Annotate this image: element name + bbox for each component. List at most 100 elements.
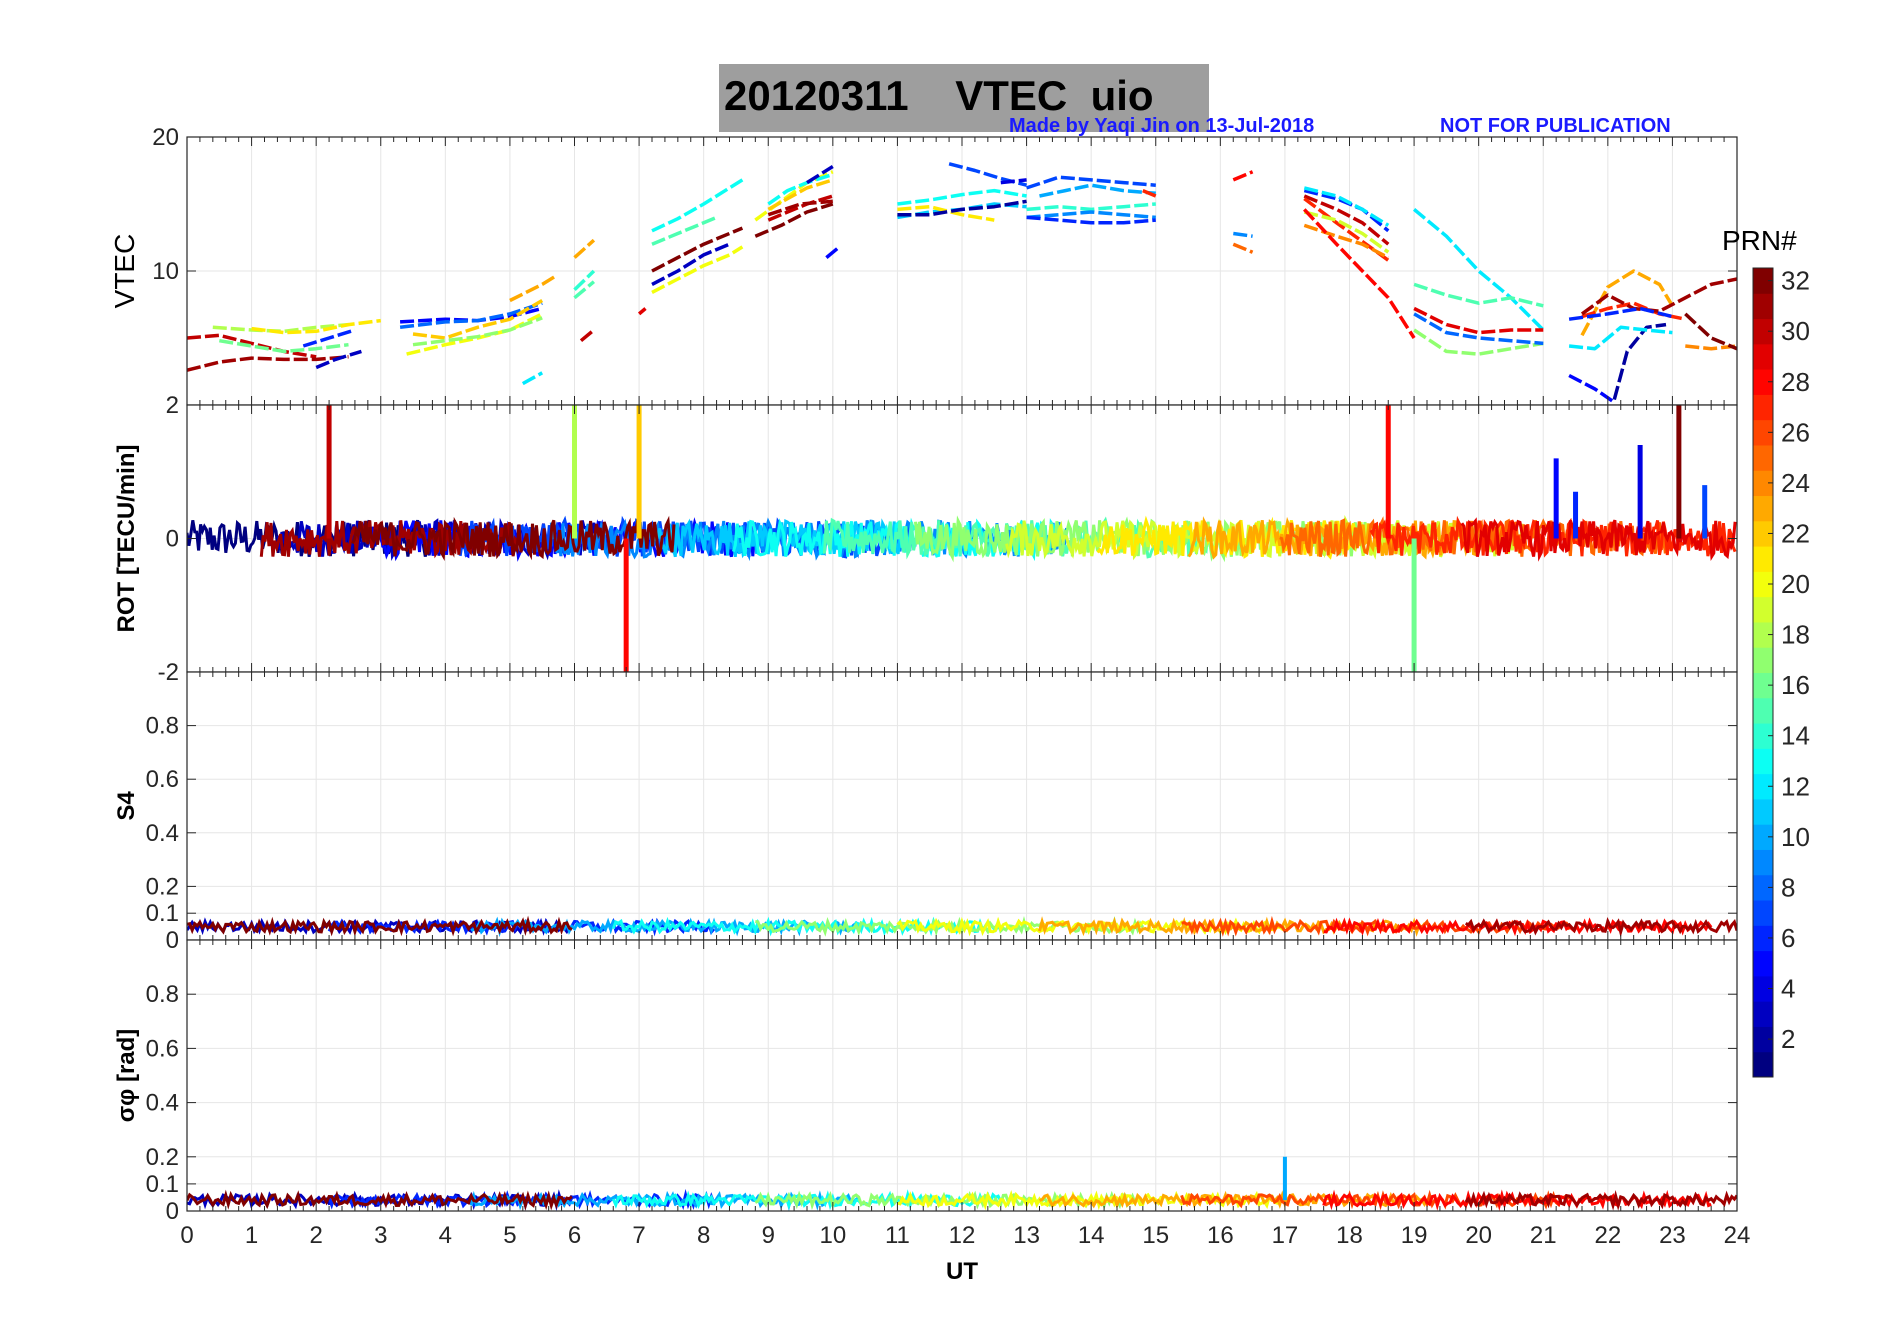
x-tick-label: 19 <box>1401 1222 1428 1249</box>
vtec-series-prn-8 <box>399 301 543 330</box>
vtec-series-prn-27 <box>1142 188 1157 198</box>
x-tick-label: 18 <box>1336 1222 1363 1249</box>
vtec-series-prn-10 <box>1039 183 1156 198</box>
colorbar-swatch-prn-24 <box>1753 470 1773 497</box>
colorbar-tick-label: 30 <box>1781 316 1810 346</box>
colorbar-tick-label: 4 <box>1781 974 1795 1004</box>
y-tick-label: 0.6 <box>146 1035 179 1062</box>
vtec-series-prn-12 <box>1412 208 1545 332</box>
vtec-series-prn-24 <box>1303 223 1390 260</box>
colorbar-tick-label: 2 <box>1781 1024 1795 1054</box>
colorbar-label: PRN# <box>1722 225 1797 256</box>
vtec-series-prn-12 <box>1568 325 1673 351</box>
y-tick-label: 0.2 <box>146 1144 179 1171</box>
vtec-series-prn-25 <box>1232 242 1254 254</box>
colorbar-tick-label: 18 <box>1781 620 1810 650</box>
colorbar-border <box>1752 267 1774 1078</box>
x-tick-label: 22 <box>1594 1222 1621 1249</box>
vtec-series-prn-9 <box>1233 231 1253 238</box>
y-tick-label: 0 <box>166 927 179 954</box>
x-tick-label: 9 <box>762 1222 775 1249</box>
vtec-series-prn-8 <box>1413 312 1544 346</box>
y-axis-label-s4: S4 <box>113 791 140 821</box>
colorbar-swatch-prn-7 <box>1753 900 1773 926</box>
colorbar-tick-label: 20 <box>1781 569 1810 599</box>
colorbar-swatch-prn-28 <box>1753 369 1773 395</box>
y-tick-label: 0.2 <box>146 873 179 900</box>
panel-rot: -2 0 2 ROT [TECU/min] <box>113 392 1738 686</box>
vtec-series-prn-19 <box>1303 210 1390 254</box>
colorbar-tick-label: 28 <box>1781 367 1810 397</box>
vtec-series-prn-32 <box>754 202 834 238</box>
x-tick-label: 8 <box>697 1222 710 1249</box>
vtec-series-prn-29 <box>637 307 647 316</box>
vtec-series-prn-22 <box>767 178 834 211</box>
panel-s4: 00.10.2 0.4 0.6 0.8 S4 <box>113 671 1738 954</box>
colorbar-tick-label: 6 <box>1781 923 1795 953</box>
vtec-series-prn-12 <box>1303 186 1390 227</box>
s4-series-prn-17 <box>755 915 1145 937</box>
colorbar-tick-label: 12 <box>1781 771 1810 801</box>
vtec-series-prn-31 <box>767 199 833 217</box>
colorbar-swatch-prn-20 <box>1753 571 1773 598</box>
colorbar-swatch-prn-14 <box>1753 723 1773 749</box>
x-tick-label: 16 <box>1207 1222 1234 1249</box>
x-axis-label: UT <box>946 1258 978 1285</box>
colorbar-swatch-prn-10 <box>1753 824 1773 850</box>
x-tick-label: 23 <box>1659 1222 1686 1249</box>
colorbar-swatch-prn-3 <box>1753 1001 1773 1027</box>
x-tick-label: 7 <box>632 1222 645 1249</box>
y-tick-label: 0.4 <box>146 1090 179 1117</box>
vtec-series-prn-32 <box>1684 312 1737 351</box>
x-tick-label: 3 <box>374 1222 387 1249</box>
credit-text: Made by Yaqi Jin on 13-Jul-2018 <box>1009 115 1315 137</box>
vtec-series-prn-17 <box>412 316 543 347</box>
rot-series-prn-29 <box>1460 517 1737 562</box>
colorbar-swatch-prn-30 <box>1753 318 1773 345</box>
colorbar-swatch-prn-31 <box>1753 293 1773 320</box>
vtec-series-prn-3 <box>315 349 362 370</box>
vtec-series-prn-14 <box>1026 202 1156 212</box>
sigma_phi-series-prn-31 <box>1464 1189 1737 1211</box>
x-tick-label: 21 <box>1530 1222 1557 1249</box>
colorbar-swatch-prn-25 <box>1753 444 1773 471</box>
colorbar-tick-label: 22 <box>1781 518 1810 548</box>
x-tick-label: 10 <box>819 1222 846 1249</box>
vtec-series-prn-30 <box>1303 194 1390 246</box>
colorbar-swatch-prn-22 <box>1753 520 1773 547</box>
x-tick-label: 12 <box>949 1222 976 1249</box>
panel-rot-data <box>187 405 1737 672</box>
sigma_phi-series-prn-32 <box>187 1189 573 1211</box>
x-tick-label: 2 <box>309 1222 322 1249</box>
vtec-series-prn-28 <box>1303 208 1416 339</box>
colorbar-swatch-prn-13 <box>1753 748 1773 775</box>
colorbar-tick-label: 14 <box>1781 721 1810 751</box>
vtec-series-prn-4 <box>1000 178 1027 185</box>
colorbar-swatch-prn-18 <box>1753 621 1773 648</box>
vtec-series-prn-14 <box>573 269 596 292</box>
colorbar-tick-label: 8 <box>1781 872 1795 902</box>
colorbar-swatch-prn-8 <box>1753 874 1773 901</box>
x-tick-label: 5 <box>503 1222 516 1249</box>
vtec-series-prn-23 <box>509 274 557 303</box>
vtec-series-prn-13 <box>651 178 744 233</box>
colorbar-tick-label: 26 <box>1781 417 1810 447</box>
y-tick-label: -2 <box>158 659 179 686</box>
vtec-series-prn-20 <box>651 245 744 294</box>
colorbar-tick-label: 16 <box>1781 670 1810 700</box>
vtec-series-prn-2 <box>1612 322 1667 401</box>
panel-sigma_phi: 00.10.2 0.4 0.6 0.8σφ [rad] <box>113 939 1738 1225</box>
chart-title: 20120311 VTEC uio <box>724 72 1154 119</box>
panel-vtec-data <box>187 162 1737 404</box>
colorbar-tick-label: 24 <box>1781 468 1810 498</box>
disclaimer-text: NOT FOR PUBLICATION <box>1440 115 1671 137</box>
colorbar-swatch-prn-32 <box>1753 268 1773 294</box>
colorbar-swatch-prn-26 <box>1753 419 1773 446</box>
title-box <box>719 64 1209 132</box>
colorbar-swatch-prn-23 <box>1753 495 1773 522</box>
colorbar-swatch-prn-27 <box>1753 394 1773 421</box>
vtec-series-prn-15 <box>651 215 718 246</box>
x-tick-label: 11 <box>885 1222 910 1249</box>
